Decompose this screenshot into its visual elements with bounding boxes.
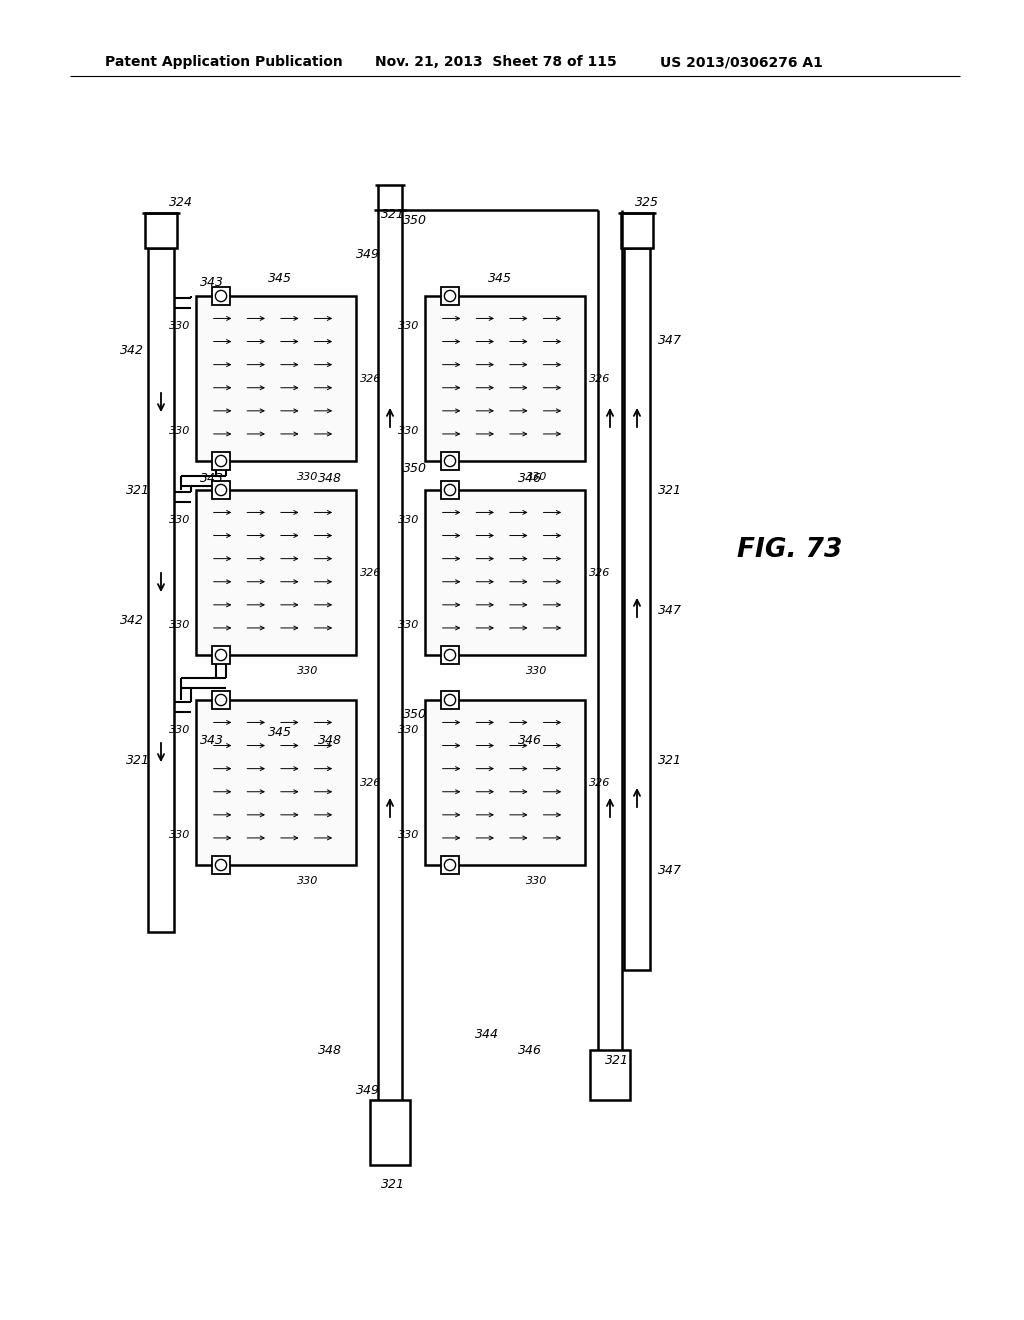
Circle shape — [444, 290, 456, 302]
Text: 326: 326 — [360, 568, 382, 578]
Text: 330: 330 — [169, 830, 190, 841]
Text: 344: 344 — [475, 1028, 499, 1041]
Bar — [441, 645, 459, 664]
Text: 348: 348 — [318, 734, 342, 747]
Bar — [624, 248, 650, 970]
Text: 343: 343 — [200, 734, 224, 747]
Bar — [441, 451, 459, 470]
Text: 346: 346 — [518, 734, 542, 747]
Bar — [370, 1100, 410, 1166]
Text: 346: 346 — [518, 1044, 542, 1056]
Circle shape — [444, 694, 456, 706]
Text: 321: 321 — [126, 754, 150, 767]
Text: 330: 330 — [526, 473, 548, 482]
Text: 325: 325 — [635, 197, 659, 210]
Text: 326: 326 — [590, 374, 610, 384]
Bar — [196, 296, 356, 461]
Text: 321: 321 — [381, 209, 406, 222]
Bar — [621, 213, 653, 248]
Bar — [148, 248, 174, 932]
Text: FIG. 73: FIG. 73 — [737, 537, 843, 564]
Bar — [425, 296, 585, 461]
Text: 324: 324 — [169, 197, 193, 210]
Text: 330: 330 — [297, 667, 318, 676]
Bar — [425, 700, 585, 865]
Bar — [212, 645, 230, 664]
Text: US 2013/0306276 A1: US 2013/0306276 A1 — [660, 55, 823, 69]
Bar — [590, 1049, 630, 1100]
Text: 347: 347 — [658, 603, 682, 616]
Circle shape — [215, 649, 226, 660]
Text: 321: 321 — [658, 483, 682, 496]
Text: 330: 330 — [169, 515, 190, 525]
Text: 349: 349 — [356, 248, 380, 261]
Text: 330: 330 — [398, 515, 420, 525]
Text: 350: 350 — [403, 214, 427, 227]
Text: 348: 348 — [318, 1044, 342, 1056]
Bar — [441, 480, 459, 499]
Bar — [441, 286, 459, 305]
Bar — [441, 855, 459, 874]
Text: 321: 321 — [658, 754, 682, 767]
Bar — [212, 855, 230, 874]
Text: 330: 330 — [526, 667, 548, 676]
Text: 326: 326 — [590, 568, 610, 578]
Text: 330: 330 — [398, 830, 420, 841]
Text: 347: 347 — [658, 334, 682, 346]
Text: 326: 326 — [360, 777, 382, 788]
Text: 342: 342 — [120, 343, 144, 356]
Text: 321: 321 — [126, 483, 150, 496]
Text: 330: 330 — [526, 876, 548, 886]
Circle shape — [444, 649, 456, 660]
Circle shape — [215, 859, 226, 871]
Bar — [212, 451, 230, 470]
Text: 345: 345 — [488, 272, 512, 285]
Circle shape — [444, 484, 456, 495]
Text: 343: 343 — [200, 276, 224, 289]
Text: 349: 349 — [356, 1084, 380, 1097]
Bar — [196, 700, 356, 865]
Text: 348: 348 — [318, 471, 342, 484]
Text: 321: 321 — [381, 1179, 406, 1192]
Bar — [212, 286, 230, 305]
Text: 343: 343 — [200, 471, 224, 484]
Bar — [145, 213, 177, 248]
Text: 330: 330 — [169, 321, 190, 331]
Text: 347: 347 — [658, 863, 682, 876]
Text: 346: 346 — [518, 471, 542, 484]
Text: 330: 330 — [169, 426, 190, 437]
Text: 345: 345 — [268, 272, 292, 285]
Text: 330: 330 — [398, 725, 420, 735]
Text: 330: 330 — [169, 620, 190, 630]
Text: 326: 326 — [590, 777, 610, 788]
Circle shape — [444, 859, 456, 871]
Text: 330: 330 — [398, 426, 420, 437]
Text: Nov. 21, 2013  Sheet 78 of 115: Nov. 21, 2013 Sheet 78 of 115 — [375, 55, 616, 69]
Text: 330: 330 — [169, 725, 190, 735]
Text: Patent Application Publication: Patent Application Publication — [105, 55, 343, 69]
Bar — [196, 490, 356, 655]
Circle shape — [215, 290, 226, 302]
Text: 330: 330 — [398, 321, 420, 331]
Text: 330: 330 — [297, 473, 318, 482]
Text: 350: 350 — [403, 462, 427, 474]
Text: 342: 342 — [120, 614, 144, 627]
Text: 350: 350 — [403, 709, 427, 722]
Circle shape — [444, 455, 456, 467]
Bar — [441, 690, 459, 709]
Text: 330: 330 — [398, 620, 420, 630]
Circle shape — [215, 455, 226, 467]
Bar — [212, 480, 230, 499]
Text: 321: 321 — [605, 1053, 629, 1067]
Text: 326: 326 — [360, 374, 382, 384]
Circle shape — [215, 694, 226, 706]
Bar — [212, 690, 230, 709]
Circle shape — [215, 484, 226, 495]
Text: 330: 330 — [297, 876, 318, 886]
Bar — [425, 490, 585, 655]
Text: 345: 345 — [268, 726, 292, 739]
